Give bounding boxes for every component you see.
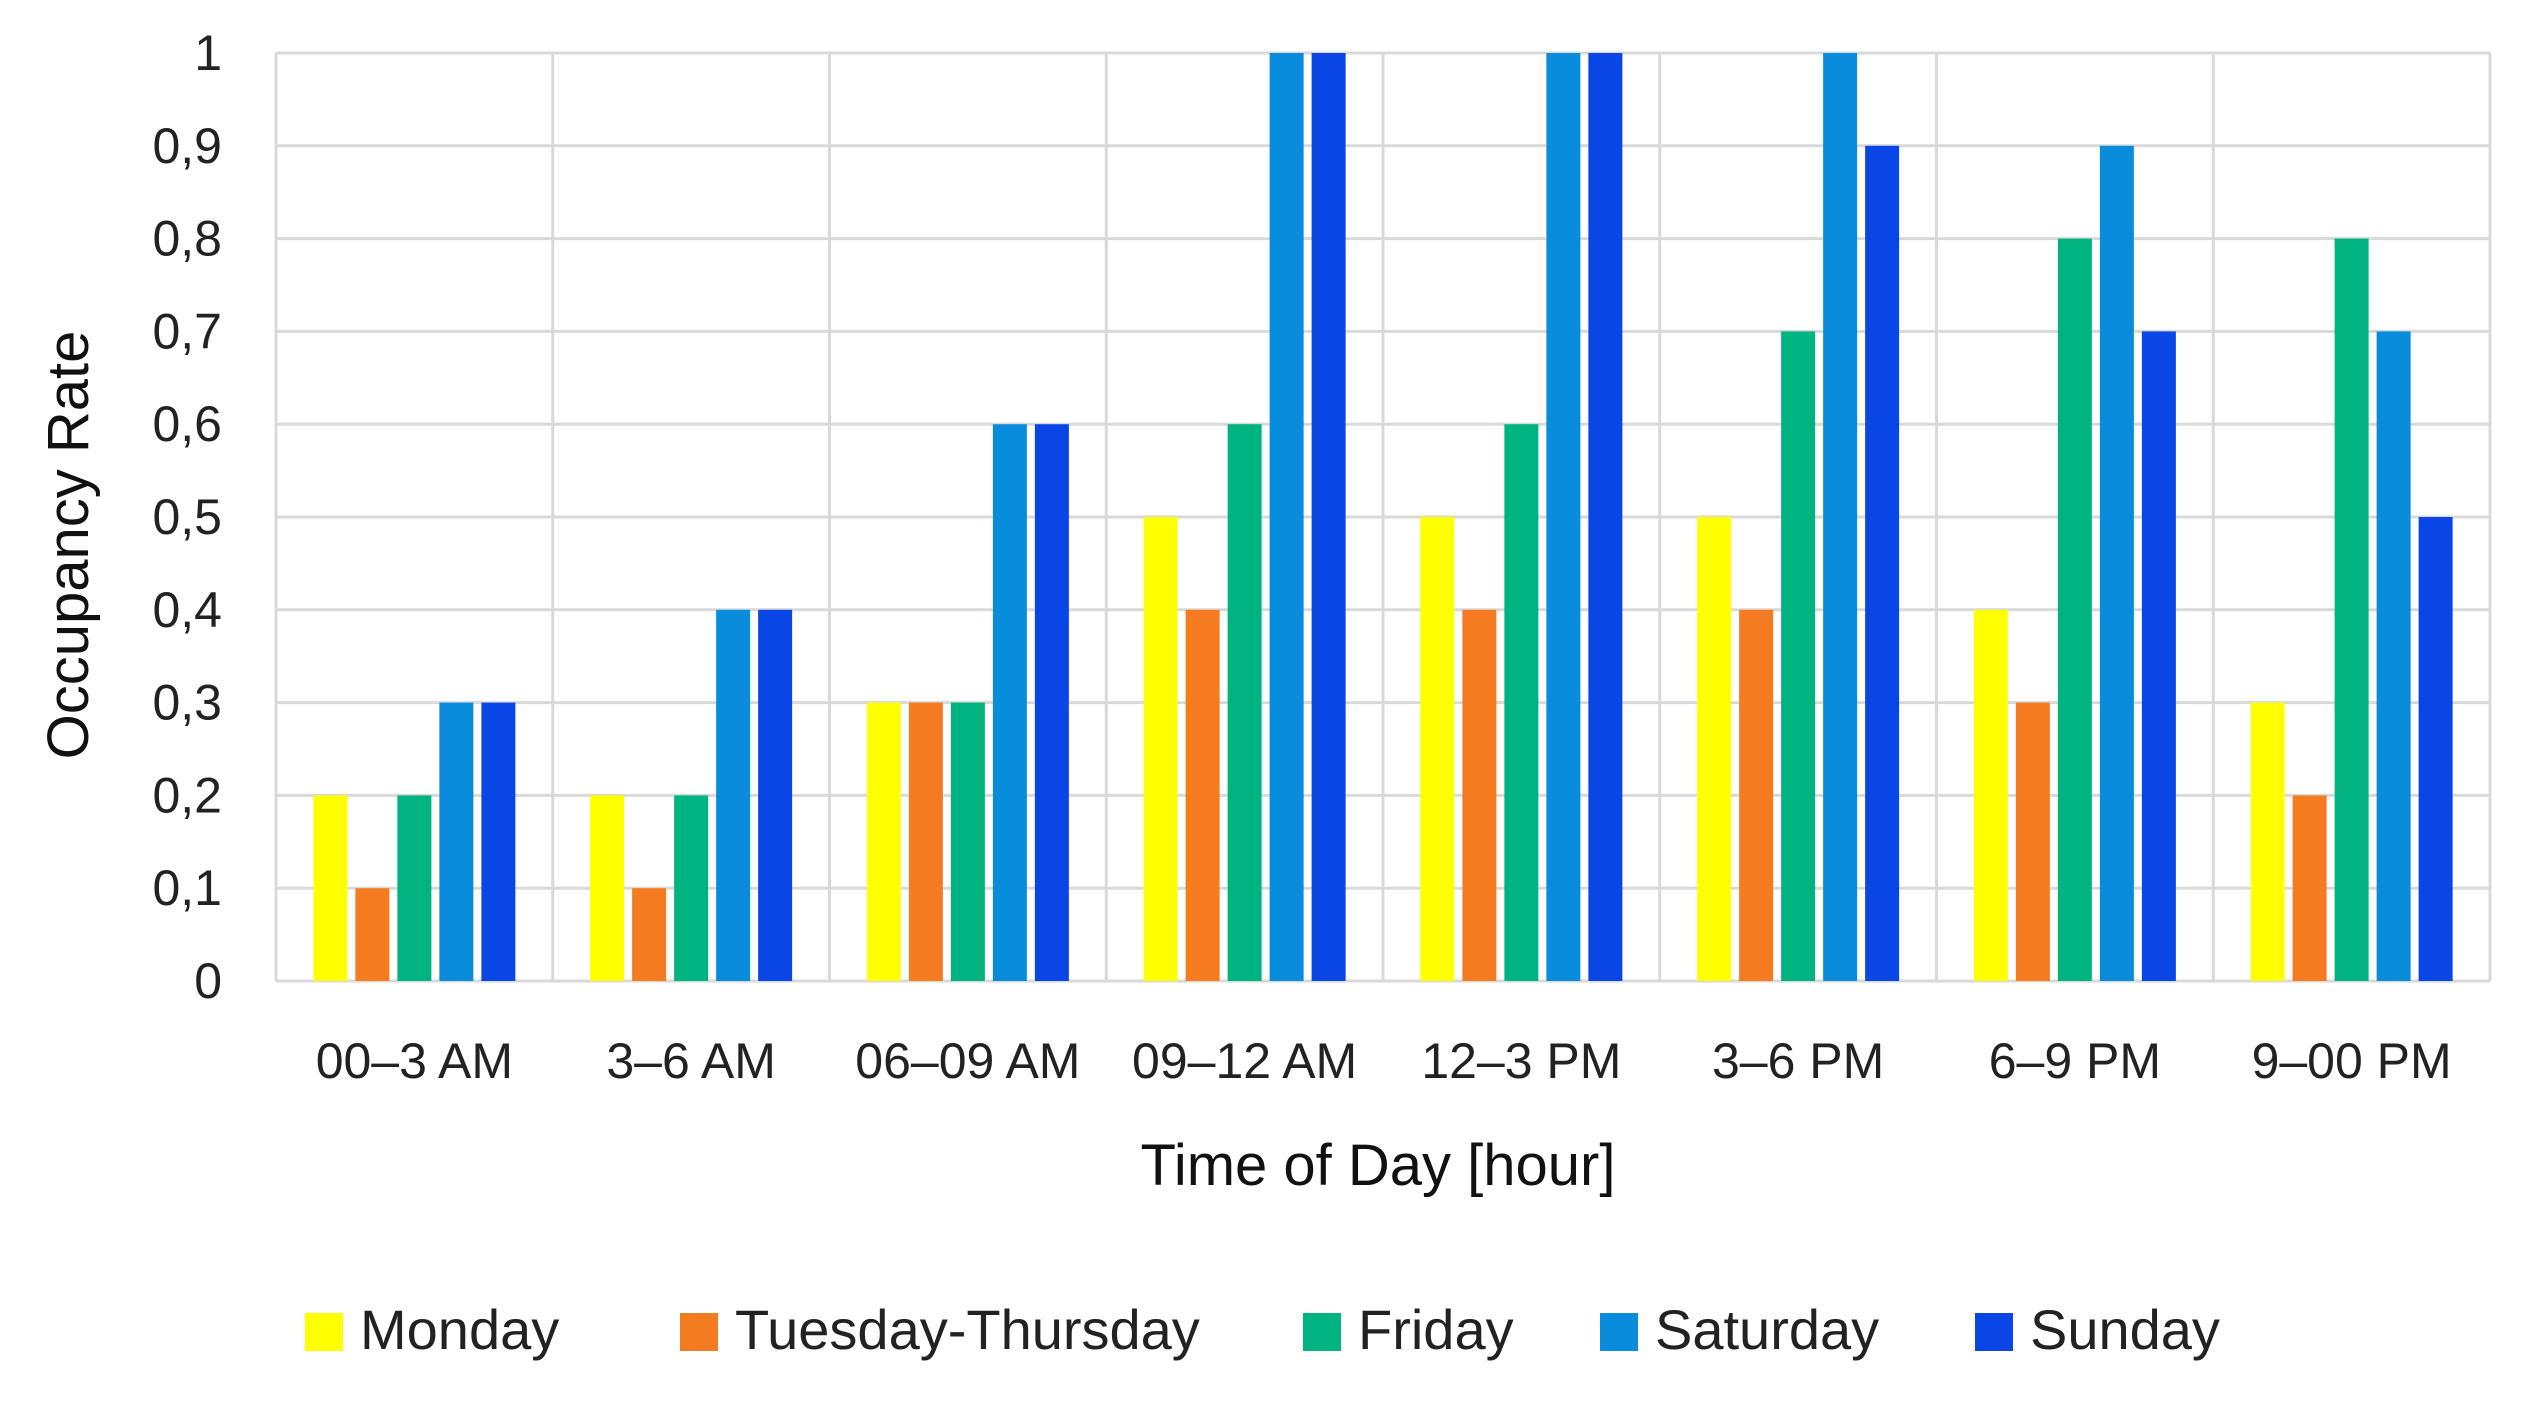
bar-tuesday-thursday — [2292, 795, 2327, 981]
bar-tuesday-thursday — [1185, 609, 1220, 981]
bar-monday — [590, 795, 625, 981]
y-axis-title: Occupancy Rate — [36, 331, 101, 760]
bar-sunday — [1311, 53, 1346, 981]
bar-monday — [2250, 702, 2285, 981]
bar-sunday — [1865, 145, 1900, 982]
bar-tuesday-thursday — [1739, 609, 1774, 981]
legend-swatch — [1600, 1313, 1638, 1351]
bar-friday — [2334, 238, 2369, 982]
x-tick-label: 09–12 AM — [1132, 1033, 1357, 1089]
bar-sunday — [758, 609, 793, 981]
bar-monday — [1143, 517, 1178, 981]
bars — [313, 53, 2453, 982]
bar-friday — [1781, 331, 1816, 981]
bar-saturday — [2376, 331, 2411, 981]
bar-saturday — [1269, 53, 1304, 981]
legend-label: Tuesday-Thursday — [735, 1298, 1200, 1361]
legend-swatch — [305, 1313, 343, 1351]
y-tick-label: 0,1 — [152, 860, 222, 916]
x-tick-label: 9–00 PM — [2252, 1033, 2452, 1089]
bar-friday — [1504, 424, 1539, 981]
x-axis-ticks: 00–3 AM 3–6 AM 06–09 AM 09–12 AM 12–3 PM 3–6 … — [316, 1033, 2452, 1089]
bar-saturday — [1546, 53, 1581, 981]
y-tick-label: 0,3 — [152, 675, 222, 731]
bar-friday — [397, 795, 432, 981]
bar-monday — [866, 702, 901, 981]
legend-swatch — [1303, 1313, 1341, 1351]
bar-monday — [1420, 517, 1455, 981]
bar-tuesday-thursday — [355, 888, 390, 981]
legend-swatch — [1975, 1313, 2013, 1351]
y-tick-label: 0,6 — [152, 396, 222, 452]
bar-sunday — [1588, 53, 1623, 981]
bar-monday — [1973, 609, 2008, 981]
y-tick-label: 0,2 — [152, 767, 222, 823]
bar-tuesday-thursday — [908, 702, 943, 981]
bar-monday — [313, 795, 348, 981]
x-tick-label: 6–9 PM — [1989, 1033, 2161, 1089]
legend-label: Monday — [360, 1298, 559, 1361]
bar-saturday — [716, 609, 751, 981]
y-tick-label: 0,8 — [152, 211, 222, 267]
bar-tuesday-thursday — [2015, 702, 2050, 981]
bar-sunday — [2141, 331, 2176, 981]
bar-sunday — [1034, 424, 1069, 981]
bar-friday — [2057, 238, 2092, 982]
x-axis-title: Time of Day [hour] — [1141, 1133, 1616, 1198]
bar-sunday — [481, 702, 516, 981]
bar-sunday — [2418, 517, 2453, 981]
x-tick-label: 00–3 AM — [316, 1033, 513, 1089]
y-axis-ticks: 0 0,1 0,2 0,3 0,4 0,5 0,6 0,7 0,8 0,9 1 — [152, 25, 222, 1009]
bar-saturday — [439, 702, 474, 981]
bar-monday — [1697, 517, 1732, 981]
bar-friday — [674, 795, 709, 981]
x-tick-label: 3–6 AM — [606, 1033, 776, 1089]
y-tick-label: 0,5 — [152, 489, 222, 545]
x-tick-label: 06–09 AM — [855, 1033, 1080, 1089]
legend-label: Saturday — [1655, 1298, 1879, 1361]
bar-friday — [1227, 424, 1262, 981]
bar-tuesday-thursday — [1462, 609, 1497, 981]
grid — [274, 51, 2492, 983]
bar-saturday — [1823, 53, 1858, 981]
legend-swatch — [680, 1313, 718, 1351]
legend: Monday Tuesday-Thursday Friday Saturday Sund… — [305, 1298, 2220, 1361]
y-tick-label: 0,4 — [152, 582, 222, 638]
x-tick-label: 12–3 PM — [1421, 1033, 1621, 1089]
y-tick-label: 0 — [194, 953, 222, 1009]
y-tick-label: 0,9 — [152, 118, 222, 174]
bar-friday — [950, 702, 985, 981]
x-tick-label: 3–6 PM — [1712, 1033, 1884, 1089]
bar-saturday — [2099, 145, 2134, 982]
legend-label: Friday — [1358, 1298, 1514, 1361]
bar-saturday — [992, 424, 1027, 981]
bar-tuesday-thursday — [632, 888, 667, 981]
legend-label: Sunday — [2030, 1298, 2220, 1361]
y-tick-label: 1 — [194, 25, 222, 81]
y-tick-label: 0,7 — [152, 303, 222, 359]
